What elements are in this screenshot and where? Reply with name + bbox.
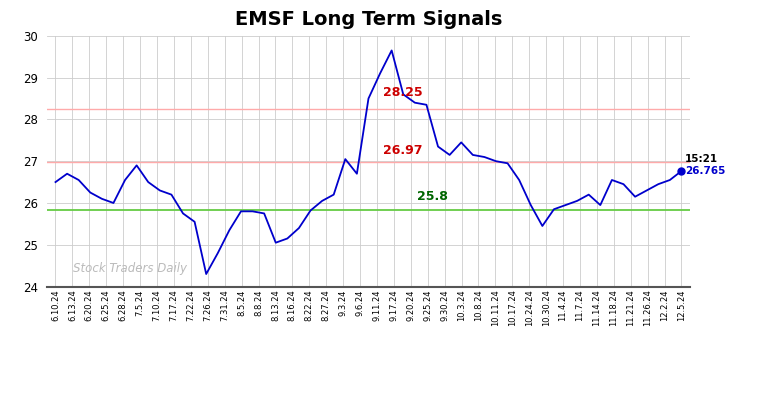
Text: 26.765: 26.765 bbox=[685, 166, 725, 176]
Text: 28.25: 28.25 bbox=[383, 86, 422, 100]
Text: 15:21: 15:21 bbox=[685, 154, 718, 164]
Text: 26.97: 26.97 bbox=[383, 144, 422, 157]
Title: EMSF Long Term Signals: EMSF Long Term Signals bbox=[234, 10, 503, 29]
Text: 25.8: 25.8 bbox=[417, 189, 448, 203]
Text: Stock Traders Daily: Stock Traders Daily bbox=[73, 261, 187, 275]
